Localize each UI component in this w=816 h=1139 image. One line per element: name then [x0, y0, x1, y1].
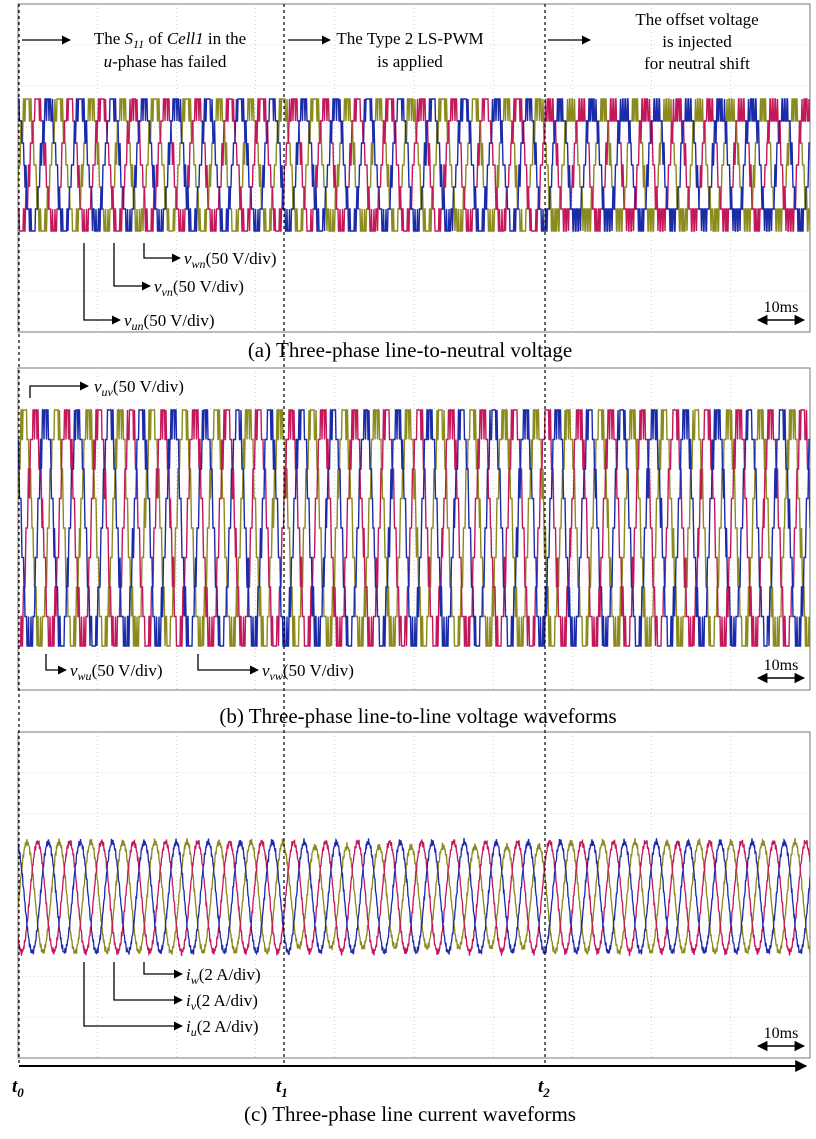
series-trace-i_v	[18, 838, 810, 957]
series-trace-i_w	[18, 837, 810, 956]
svg-text:The S11 of Cell1 in the: The S11 of Cell1 in the	[94, 29, 246, 51]
label-v-vn: vvn(50 V/div)	[154, 277, 244, 299]
event-annotation-3: The offset voltage is injected for neutr…	[548, 10, 759, 73]
time-axis: t0 t1 t2	[12, 1060, 808, 1100]
panel-c-line-current: 10ms	[17, 731, 811, 1059]
series-trace-v_wu	[18, 409, 810, 647]
svg-text:The offset voltage: The offset voltage	[635, 10, 758, 29]
label-v-un: vun(50 V/div)	[124, 311, 215, 333]
series-trace-v_vw	[18, 409, 810, 647]
caption-a: (a) Three-phase line-to-neutral voltage	[248, 338, 572, 362]
t2-label: t2	[538, 1076, 550, 1100]
svg-text:The Type 2 LS-PWM: The Type 2 LS-PWM	[336, 29, 483, 48]
caption-b: (b) Three-phase line-to-line voltage wav…	[219, 704, 616, 728]
svg-text:is applied: is applied	[377, 52, 443, 71]
scale-bar-label: 10ms	[764, 1025, 799, 1042]
label-i-w: iw(2 A/div)	[186, 965, 261, 987]
scale-bar: 10ms	[756, 1025, 806, 1052]
label-v-wn: vwn(50 V/div)	[184, 249, 277, 271]
series-trace-v_uv	[18, 409, 810, 647]
scale-bar-label: 10ms	[764, 657, 799, 674]
label-v-wu: vwu(50 V/div)	[70, 661, 163, 683]
caption-c: (c) Three-phase line current waveforms	[244, 1102, 576, 1126]
label-v-vw: vvw(50 V/div)	[262, 661, 354, 683]
panel-b-line-to-line: 10ms	[17, 367, 811, 691]
t1-label: t1	[276, 1076, 288, 1100]
svg-text:for neutral shift: for neutral shift	[644, 54, 750, 73]
label-v-uv: vuv(50 V/div)	[94, 377, 184, 399]
event-annotation-1: The S11 of Cell1 in the u-phase has fail…	[22, 29, 246, 71]
series-labels: vwn(50 V/div) vvn(50 V/div) vun(50 V/div) v…	[29, 243, 354, 1039]
scale-bar: 10ms	[756, 657, 806, 684]
event-annotation-2: The Type 2 LS-PWM is applied	[288, 29, 484, 71]
grid	[18, 732, 810, 1058]
panel-a-line-to-neutral: 10ms	[17, 3, 811, 333]
svg-text:is injected: is injected	[662, 32, 732, 51]
label-i-u: iu(2 A/div)	[186, 1017, 259, 1039]
svg-text:u-phase has failed: u-phase has failed	[104, 52, 227, 71]
label-i-v: iv(2 A/div)	[186, 991, 258, 1013]
event-marker-lines	[18, 4, 546, 1066]
scale-bar-label: 10ms	[764, 299, 799, 316]
scale-bar: 10ms	[756, 299, 806, 326]
series-trace-v_vn	[18, 98, 810, 232]
t0-label: t0	[12, 1076, 24, 1100]
series-trace-v_wn	[18, 98, 810, 232]
